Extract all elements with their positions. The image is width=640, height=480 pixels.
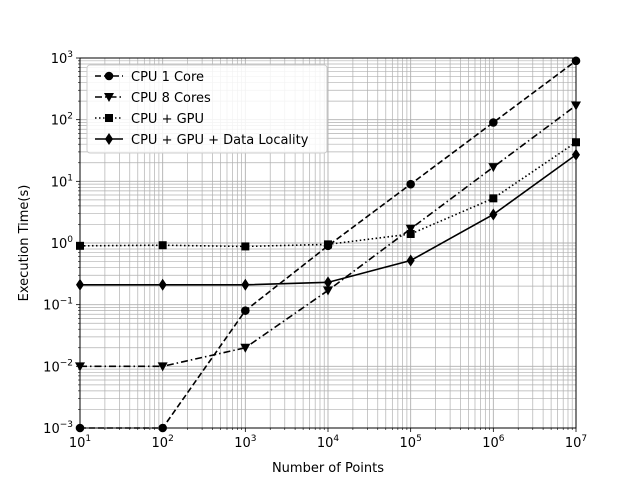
- data-point: [240, 343, 251, 353]
- legend-box: [86, 64, 328, 154]
- x-tick-label: 103: [234, 434, 256, 451]
- series-4: [76, 148, 580, 291]
- legend-item: CPU + GPU + Data Locality: [95, 133, 309, 148]
- y-tick-label: 10−1: [43, 297, 73, 314]
- legend-label: CPU + GPU + Data Locality: [131, 133, 309, 148]
- data-point: [489, 118, 498, 127]
- data-point: [406, 229, 415, 238]
- legend-marker: [104, 93, 114, 102]
- x-axis-label: Number of Points: [272, 461, 384, 476]
- x-tick-label: 101: [69, 434, 91, 451]
- x-tick-label: 105: [400, 434, 422, 451]
- data-point: [157, 362, 168, 372]
- y-axis-label: Execution Time(s): [17, 185, 32, 302]
- legend-marker: [105, 133, 113, 145]
- legend-item: CPU 1 Core: [95, 70, 204, 85]
- axis-ticks: 101 102 103 104 105 106 107 10−3 10−2 10−1 100 101 1…: [43, 50, 587, 451]
- y-tick-label: 100: [51, 235, 74, 252]
- x-tick-label: 107: [565, 434, 587, 451]
- data-point: [241, 242, 250, 251]
- data-point: [406, 254, 415, 267]
- data-point: [241, 278, 250, 291]
- data-point: [158, 278, 167, 291]
- data-point: [406, 179, 415, 189]
- legend-marker: [104, 71, 114, 81]
- data-point: [405, 224, 416, 234]
- data-point: [489, 208, 498, 221]
- data-point: [324, 276, 332, 289]
- legend: CPU 1 Core CPU 8 Cores CPU + GPU CPU + GPU …: [86, 64, 328, 154]
- data-point: [489, 194, 498, 203]
- data-point: [488, 163, 499, 173]
- legend-label: CPU + GPU: [131, 112, 204, 127]
- legend-marker: [105, 114, 113, 122]
- legend-item: CPU + GPU: [95, 112, 204, 127]
- data-point: [241, 306, 250, 315]
- data-point: [158, 241, 167, 250]
- x-tick-label: 106: [482, 434, 505, 451]
- y-tick-label: 101: [51, 173, 73, 190]
- data-point: [323, 286, 333, 296]
- legend-label: CPU 8 Cores: [131, 91, 211, 106]
- y-tick-label: 103: [51, 50, 73, 67]
- y-tick-label: 10−2: [43, 358, 73, 375]
- data-point: [324, 240, 332, 249]
- x-tick-label: 104: [317, 434, 340, 451]
- y-tick-label: 10−3: [43, 420, 73, 437]
- legend-label: CPU 1 Core: [131, 70, 204, 85]
- y-tick-label: 102: [51, 112, 73, 129]
- legend-item: CPU 8 Cores: [95, 91, 211, 106]
- x-tick-label: 102: [152, 434, 174, 451]
